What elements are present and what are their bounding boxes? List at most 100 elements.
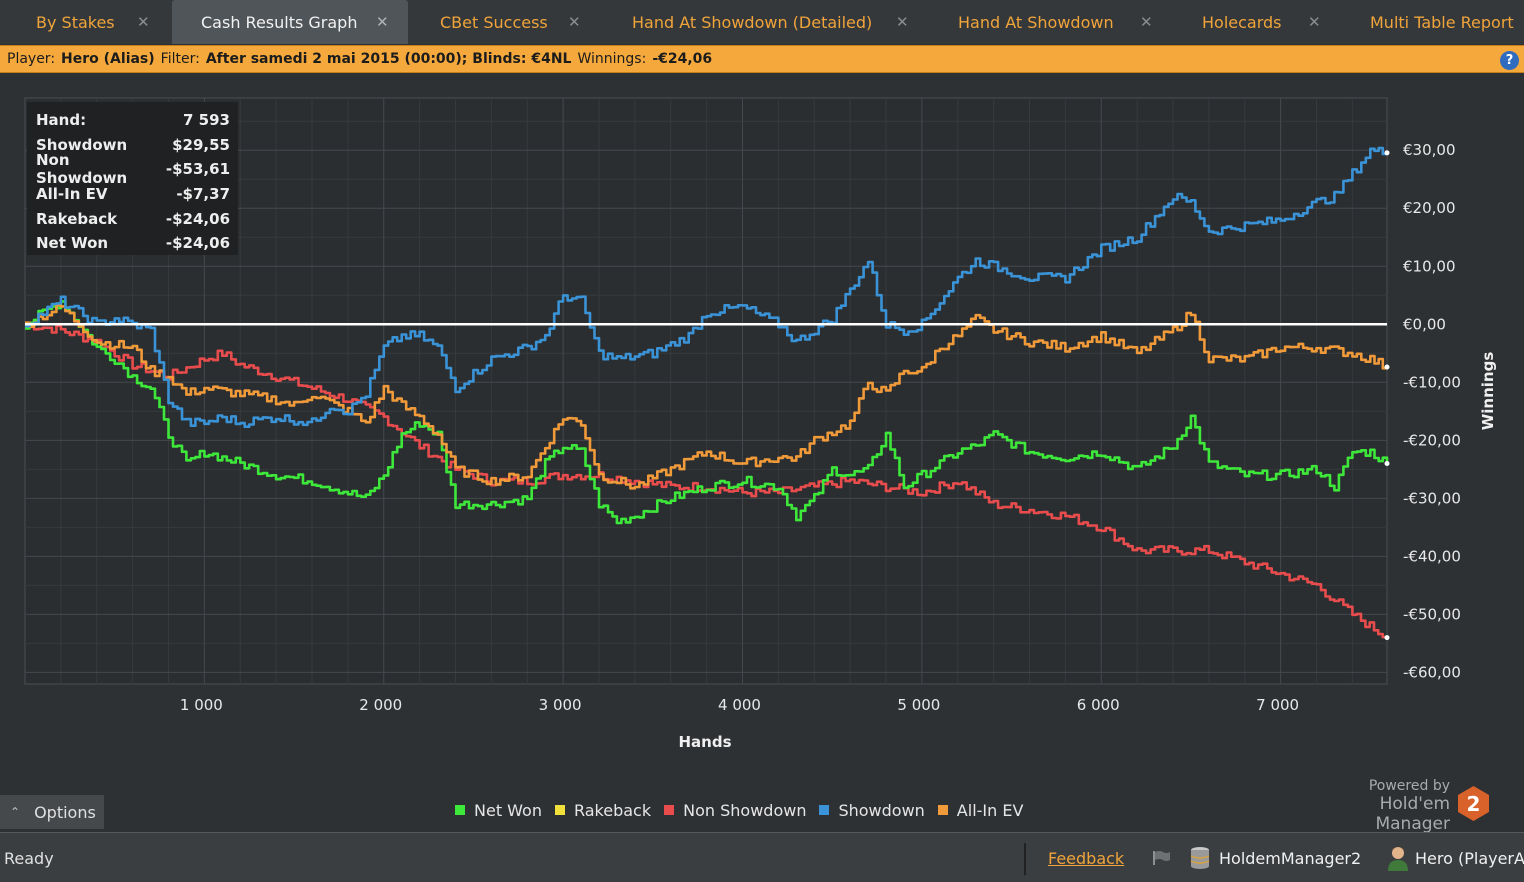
stat-row-rakeback: Rakeback -$24,06 <box>36 206 230 231</box>
stat-label: Hand: <box>36 111 87 130</box>
tab-label: Holecards <box>1202 12 1282 32</box>
legend-item-non-showdown[interactable]: Non Showdown <box>664 801 806 820</box>
hm2-logo-digit: 2 <box>1467 792 1481 816</box>
plot-background <box>24 97 1388 685</box>
stat-row-non-showdown: Non Showdown -$53,61 <box>36 151 230 187</box>
stat-row-showdown: Showdown $29,55 <box>36 133 230 158</box>
close-icon[interactable]: ✕ <box>1140 13 1153 31</box>
close-icon[interactable]: ✕ <box>1308 13 1321 31</box>
legend-label: All-In EV <box>956 800 1024 820</box>
legend-label: Non Showdown <box>683 800 807 820</box>
options-toggle[interactable]: ⌃ Options <box>0 795 104 829</box>
stat-row-net-won: Net Won -$24,06 <box>36 231 230 256</box>
status-bar: Ready Feedback HoldemManager2 Hero (Play… <box>0 832 1524 882</box>
tab-by-stakes[interactable]: By Stakes ✕ <box>0 0 168 44</box>
x-axis-label: Hands <box>678 733 731 751</box>
chevron-up-icon: ⌃ <box>10 805 21 819</box>
tab-multi-table-report[interactable]: Multi Table Report <box>1344 0 1524 44</box>
legend-item-rakeback[interactable]: Rakeback <box>554 800 652 820</box>
y-tick-label: €10,00 <box>1403 257 1456 275</box>
tab-label: Cash Results Graph <box>201 12 358 32</box>
tab-label: CBet Success <box>440 12 548 32</box>
database-name: HoldemManager2 <box>1219 849 1362 868</box>
stat-value: -$24,06 <box>165 209 230 228</box>
stat-value: $29,55 <box>172 135 230 154</box>
legend-label: Net Won <box>474 800 542 820</box>
x-tick-label: 5 000 <box>897 696 940 714</box>
stat-label: All-In EV <box>36 185 108 204</box>
y-tick-label: -€50,00 <box>1403 605 1461 623</box>
database-icon[interactable] <box>1189 846 1211 870</box>
legend-item-showdown[interactable]: Showdown <box>819 800 925 820</box>
legend-swatch <box>937 805 948 815</box>
powered-by: Powered by Hold'em Manager <box>1300 778 1450 834</box>
options-label: Options <box>34 802 96 822</box>
tab-label: Hand At Showdown <box>958 12 1114 32</box>
stat-label: Showdown <box>36 135 128 154</box>
x-tick-label: 2 000 <box>359 696 402 714</box>
results-chart: €30,00 €20,00 €10,00 €0,00 -€10,00 -€20,00 -€3… <box>0 74 1524 830</box>
report-tab-bar: By Stakes ✕ Cash Results Graph ✕ CBet Su… <box>0 0 1524 44</box>
legend-label: Showdown <box>838 800 925 820</box>
legend-swatch <box>664 805 675 815</box>
series-line-net-won <box>25 300 1389 525</box>
y-tick-label: €20,00 <box>1403 199 1456 217</box>
series-line-all-in-ev <box>25 304 1389 490</box>
winnings-value: -€24,06 <box>652 51 713 67</box>
legend-label: Rakeback <box>573 800 652 820</box>
status-text: Ready <box>4 849 54 868</box>
legend-item-net-won[interactable]: Net Won <box>455 801 542 820</box>
x-tick-label: 6 000 <box>1077 696 1120 714</box>
user-name: Hero (PlayerA <box>1415 849 1524 868</box>
user-icon[interactable] <box>1386 845 1410 871</box>
y-axis-label: Winnings <box>1479 352 1497 431</box>
tab-cash-results-graph[interactable]: Cash Results Graph ✕ <box>172 0 408 44</box>
x-tick-label: 7 000 <box>1256 696 1299 714</box>
legend-swatch <box>819 805 830 815</box>
stat-label: Non Showdown <box>36 151 128 188</box>
tab-holecards[interactable]: Holecards ✕ <box>1172 0 1340 44</box>
player-key: Player: <box>7 51 56 67</box>
hm2-logo-icon: 2 <box>1458 786 1489 821</box>
powered-by-line2: Hold'em Manager <box>1375 794 1450 834</box>
series-end-marker <box>1384 461 1390 467</box>
stat-value: -$53,61 <box>165 160 230 179</box>
stat-value: -$7,37 <box>176 185 230 204</box>
series-end-marker <box>1384 150 1390 156</box>
x-tick-label: 4 000 <box>718 696 761 714</box>
help-icon[interactable]: ? <box>1500 51 1519 70</box>
chart-legend: Net Won Rakeback Non Showdown Showdown A… <box>455 798 1036 822</box>
close-icon[interactable]: ✕ <box>568 13 581 31</box>
close-icon[interactable]: ✕ <box>137 13 150 31</box>
filter-key: Filter: <box>160 51 200 67</box>
player-value: Hero (Alias) <box>61 51 155 67</box>
series-line-showdown <box>25 146 1389 428</box>
close-icon[interactable]: ✕ <box>376 13 389 31</box>
y-tick-label: -€20,00 <box>1403 431 1461 449</box>
filter-bar: Player: Hero (Alias) Filter: After samed… <box>0 45 1524 73</box>
tab-hand-at-showdown-detailed[interactable]: Hand At Showdown (Detailed) ✕ <box>604 0 930 44</box>
results-graph-svg[interactable]: €30,00 €20,00 €10,00 €0,00 -€10,00 -€20,00 -€3… <box>0 74 1524 794</box>
legend-swatch <box>554 805 565 815</box>
status-separator <box>1024 843 1026 875</box>
y-tick-label: €0,00 <box>1403 315 1446 333</box>
y-tick-label: -€30,00 <box>1403 489 1461 507</box>
series-end-marker <box>1384 635 1390 641</box>
y-tick-label: €30,00 <box>1403 141 1456 159</box>
tab-label: By Stakes <box>36 12 115 32</box>
stat-row-hands: Hand: 7 593 <box>36 108 230 133</box>
stat-row-all-in-ev: All-In EV -$7,37 <box>36 182 230 207</box>
y-tick-label: -€10,00 <box>1403 373 1461 391</box>
tab-cbet-success[interactable]: CBet Success ✕ <box>412 0 600 44</box>
y-tick-label: -€40,00 <box>1403 547 1461 565</box>
powered-by-line1: Powered by <box>1368 778 1450 794</box>
flag-icon[interactable] <box>1152 850 1172 866</box>
x-tick-label: 1 000 <box>180 696 223 714</box>
legend-item-all-in-ev[interactable]: All-In EV <box>937 800 1024 820</box>
stat-label: Rakeback <box>36 209 118 228</box>
close-icon[interactable]: ✕ <box>896 13 909 31</box>
stats-overlay: Hand: 7 593 Showdown $29,55 Non Showdown -$… <box>27 102 238 255</box>
feedback-link[interactable]: Feedback <box>1048 849 1125 868</box>
tab-hand-at-showdown[interactable]: Hand At Showdown ✕ <box>934 0 1168 44</box>
tab-label: Multi Table Report <box>1370 12 1514 32</box>
